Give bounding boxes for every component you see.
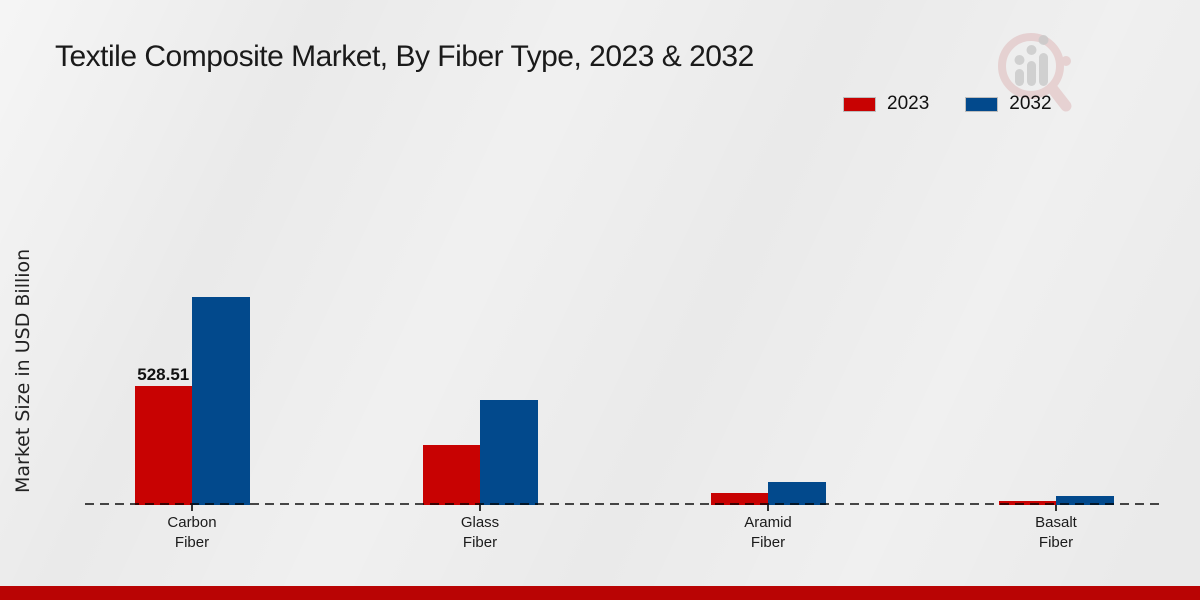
x-axis-tick — [191, 505, 193, 511]
x-axis-tick — [479, 505, 481, 511]
bar-2023-carbon-fiber — [134, 386, 192, 505]
legend-swatch-2023 — [843, 96, 876, 112]
legend-label-2032: 2032 — [1009, 93, 1052, 114]
legend: 2023 2032 — [843, 93, 1052, 115]
x-axis-tick — [1055, 505, 1057, 511]
legend-swatch-2032 — [965, 96, 999, 112]
category-label-carbon-fiber: Carbon Fiber — [167, 514, 217, 551]
bar-2032-aramid-fiber — [768, 482, 826, 505]
bar-2032-glass-fiber — [480, 400, 538, 505]
chart-title: Textile Composite Market, By Fiber Type,… — [55, 40, 754, 73]
footer-accent-bar — [0, 586, 1200, 600]
bar-2032-carbon-fiber — [192, 297, 250, 505]
category-label-aramid-fiber: Aramid Fiber — [744, 514, 792, 551]
x-axis-tick — [767, 505, 769, 511]
bar-value-label: 528.51 — [137, 365, 190, 384]
y-axis-label: Market Size in USD Billion — [12, 248, 34, 494]
legend-item-2023: 2023 — [843, 93, 929, 115]
category-label-glass-fiber: Glass Fiber — [460, 514, 500, 551]
zero-baseline-dashed — [85, 503, 1165, 505]
legend-label-2023: 2023 — [887, 93, 930, 114]
legend-item-2032: 2032 — [965, 93, 1052, 115]
category-label-basalt-fiber: Basalt Fiber — [1035, 514, 1077, 551]
bar-2023-glass-fiber — [422, 445, 480, 505]
